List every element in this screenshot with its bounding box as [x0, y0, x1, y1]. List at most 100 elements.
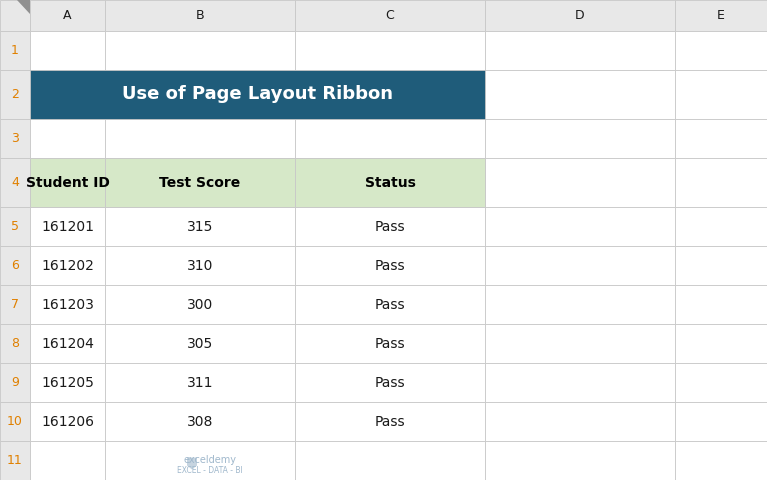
Bar [0, 246, 30, 285]
Text: Test Score: Test Score [160, 176, 241, 190]
Bar [30, 441, 105, 480]
Bar [30, 119, 105, 158]
Polygon shape [17, 0, 30, 14]
Bar [0, 285, 30, 324]
Bar [30, 324, 105, 363]
Bar [105, 441, 295, 480]
Bar [295, 246, 485, 285]
Text: Status: Status [364, 176, 416, 190]
Bar [0, 119, 30, 158]
Bar [0, 324, 30, 363]
Bar [105, 158, 295, 207]
Bar [30, 70, 485, 119]
Bar [485, 0, 675, 31]
Bar [675, 70, 767, 119]
Bar [295, 285, 485, 324]
Bar [105, 0, 295, 31]
Bar [295, 363, 485, 402]
Text: 9: 9 [11, 376, 19, 389]
Bar [485, 363, 675, 402]
Bar [485, 246, 675, 285]
Text: 161201: 161201 [41, 220, 94, 234]
Text: 311: 311 [186, 375, 213, 390]
Bar [675, 441, 767, 480]
Bar [295, 324, 485, 363]
Bar [30, 207, 105, 246]
Bar [295, 402, 485, 441]
Bar [0, 402, 30, 441]
Text: 2: 2 [11, 88, 19, 101]
Bar [30, 246, 105, 285]
Bar [105, 285, 295, 324]
Bar [485, 402, 675, 441]
Text: 161204: 161204 [41, 336, 94, 350]
Bar [295, 70, 485, 119]
Text: 310: 310 [187, 259, 213, 273]
Bar [105, 402, 295, 441]
Bar [0, 70, 30, 119]
Bar [30, 285, 105, 324]
Bar [295, 119, 485, 158]
Bar [485, 70, 675, 119]
Bar [30, 31, 105, 70]
Bar [105, 363, 295, 402]
Bar [0, 207, 30, 246]
Bar [485, 119, 675, 158]
Polygon shape [187, 457, 197, 469]
Text: 8: 8 [11, 337, 19, 350]
Bar [105, 119, 295, 158]
Text: Pass: Pass [375, 259, 405, 273]
Bar [295, 158, 485, 207]
Text: 4: 4 [11, 176, 19, 189]
Text: C: C [386, 9, 394, 22]
Bar [0, 0, 30, 31]
Text: Pass: Pass [375, 298, 405, 312]
Text: 305: 305 [187, 336, 213, 350]
Bar [675, 158, 767, 207]
Bar [0, 158, 30, 207]
Bar [675, 0, 767, 31]
Bar [485, 441, 675, 480]
Bar [105, 31, 295, 70]
Text: 5: 5 [11, 220, 19, 233]
Text: 3: 3 [11, 132, 19, 145]
Bar [675, 119, 767, 158]
Text: D: D [575, 9, 584, 22]
Bar [0, 31, 30, 70]
Text: 300: 300 [187, 298, 213, 312]
Bar [295, 207, 485, 246]
Bar [675, 31, 767, 70]
Bar [30, 158, 105, 207]
Bar [105, 324, 295, 363]
Text: 161202: 161202 [41, 259, 94, 273]
Text: 161206: 161206 [41, 415, 94, 429]
Text: 161205: 161205 [41, 375, 94, 390]
Bar [675, 402, 767, 441]
Bar [30, 70, 105, 119]
Text: Pass: Pass [375, 375, 405, 390]
Bar [295, 31, 485, 70]
Bar [485, 285, 675, 324]
Bar [485, 158, 675, 207]
Bar [105, 246, 295, 285]
Bar [105, 207, 295, 246]
Bar [675, 324, 767, 363]
Bar [675, 246, 767, 285]
Text: 315: 315 [187, 220, 213, 234]
Text: 7: 7 [11, 298, 19, 311]
Text: Student ID: Student ID [25, 176, 110, 190]
Bar [675, 285, 767, 324]
Text: 10: 10 [7, 415, 23, 428]
Text: EXCEL - DATA - BI: EXCEL - DATA - BI [177, 466, 243, 475]
Bar [0, 441, 30, 480]
Bar [295, 0, 485, 31]
Bar [675, 363, 767, 402]
Text: 308: 308 [187, 415, 213, 429]
Bar [295, 158, 485, 207]
Text: Pass: Pass [375, 336, 405, 350]
Bar [30, 363, 105, 402]
Text: Pass: Pass [375, 415, 405, 429]
Bar [30, 402, 105, 441]
Bar [0, 363, 30, 402]
Text: 1: 1 [11, 44, 19, 57]
